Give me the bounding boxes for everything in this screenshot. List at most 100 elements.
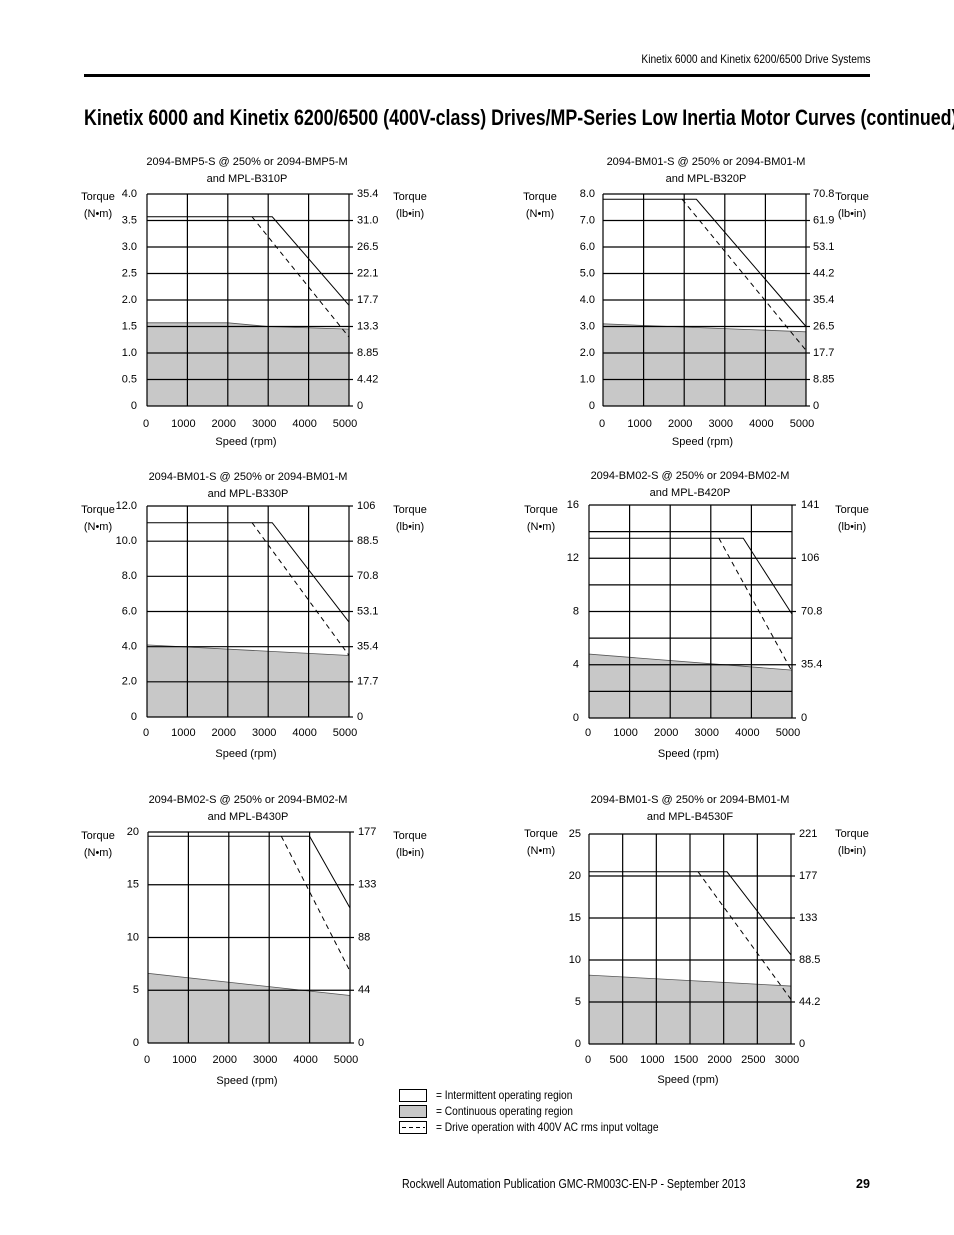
y-axis-label-right: (lb•in) [838, 521, 866, 533]
x-tick-label: 0 [144, 1054, 150, 1066]
x-tick-label: 5000 [776, 727, 800, 739]
chart-3: 2094-BM01-S @ 250% or 2094-BM01-M and MPL… [81, 471, 427, 760]
y-tick-label-right: 0 [357, 400, 363, 412]
x-tick-label: 4000 [735, 727, 759, 739]
x-tick-label: 2000 [212, 727, 236, 739]
chart-title: and MPL-B420P [650, 487, 731, 499]
y-axis-label-left: (N•m) [84, 521, 112, 533]
y-axis-label-left: Torque [81, 504, 115, 516]
400v-curve [280, 835, 351, 972]
y-tick-label-right: 44 [358, 984, 370, 996]
y-tick-label-left: 15 [127, 879, 139, 891]
y-axis-label-right: (lb•in) [396, 847, 424, 859]
y-axis-label-left: Torque [524, 504, 558, 516]
continuous-region [602, 323, 807, 407]
y-tick-label-left: 0 [131, 711, 137, 723]
x-tick-label: 0 [599, 418, 605, 430]
y-tick-label-right: 8.85 [357, 347, 378, 359]
x-tick-label: 2000 [707, 1054, 731, 1066]
y-tick-label-right: 106 [801, 552, 819, 564]
y-tick-label-right: 44.2 [799, 996, 820, 1008]
400v-curve [718, 538, 793, 672]
x-tick-label: 500 [609, 1054, 627, 1066]
y-tick-label-left: 3.5 [122, 214, 137, 226]
y-tick-label-left: 8.0 [580, 188, 595, 200]
y-axis-label-left: (N•m) [526, 208, 554, 220]
y-tick-label-left: 2.0 [580, 347, 595, 359]
y-tick-label-right: 221 [799, 828, 817, 840]
chart-2: 2094-BM01-S @ 250% or 2094-BM01-M and MPL… [523, 156, 869, 448]
intermittent-curve [589, 537, 793, 615]
y-tick-label-right: 106 [357, 500, 375, 512]
x-axis-label: Speed (rpm) [216, 1075, 277, 1087]
y-tick-label-left: 1.0 [580, 373, 595, 385]
y-tick-label-left: 4 [573, 659, 579, 671]
y-axis-label-left: (N•m) [84, 208, 112, 220]
y-tick-label-right: 53.1 [357, 605, 378, 617]
x-axis-label: Speed (rpm) [658, 748, 719, 760]
chart-title: and MPL-B320P [666, 173, 747, 185]
y-tick-label-left: 2.0 [122, 676, 137, 688]
intermittent-curve [603, 198, 807, 327]
y-axis-label-left: Torque [524, 828, 558, 840]
x-tick-label: 2000 [654, 727, 678, 739]
chart-title: and MPL-B430P [208, 811, 289, 823]
footer-publication: Rockwell Automation Publication GMC-RM00… [402, 1177, 746, 1191]
y-tick-label-right: 53.1 [813, 241, 834, 253]
y-tick-label-right: 70.8 [357, 570, 378, 582]
y-axis-label-right: (lb•in) [838, 845, 866, 857]
y-axis-label-left: (N•m) [84, 847, 112, 859]
y-tick-label-right: 88 [358, 931, 370, 943]
x-tick-label: 3000 [252, 418, 276, 430]
x-tick-label: 5000 [333, 418, 357, 430]
x-tick-label: 0 [143, 418, 149, 430]
y-tick-label-right: 26.5 [357, 241, 378, 253]
y-tick-label-right: 13.3 [357, 320, 378, 332]
y-tick-label-left: 5 [133, 984, 139, 996]
running-header: Kinetix 6000 and Kinetix 6200/6500 Drive… [640, 52, 870, 66]
y-tick-label-left: 12 [567, 552, 579, 564]
y-tick-label-left: 10 [569, 954, 581, 966]
y-tick-label-left: 0.5 [122, 373, 137, 385]
y-tick-label-right: 17.7 [813, 347, 834, 359]
y-tick-label-right: 44.2 [813, 267, 834, 279]
x-tick-label: 5000 [790, 418, 814, 430]
y-tick-label-right: 61.9 [813, 214, 834, 226]
intermittent-curve [147, 522, 350, 623]
y-tick-label-left: 6.0 [122, 605, 137, 617]
x-tick-label: 0 [585, 727, 591, 739]
y-tick-label-left: 1.5 [122, 320, 137, 332]
y-tick-label-right: 17.7 [357, 294, 378, 306]
x-tick-label: 1000 [172, 1054, 196, 1066]
y-axis-label-right: Torque [393, 830, 427, 842]
y-tick-label-right: 177 [358, 826, 376, 838]
y-tick-label-left: 10.0 [116, 535, 137, 547]
x-axis-label: Speed (rpm) [215, 436, 276, 448]
chart-5: 2094-BM02-S @ 250% or 2094-BM02-M and MPL… [81, 794, 427, 1087]
y-tick-label-left: 25 [569, 828, 581, 840]
chart-title: 2094-BM02-S @ 250% or 2094-BM02-M [591, 470, 790, 482]
x-tick-label: 1000 [640, 1054, 664, 1066]
chart-title: and MPL-B330P [208, 488, 289, 500]
y-tick-label-right: 88.5 [357, 535, 378, 547]
x-tick-label: 2500 [741, 1054, 765, 1066]
400v-curve [251, 522, 350, 656]
y-tick-label-left: 16 [567, 499, 579, 511]
y-tick-label-right: 0 [357, 711, 363, 723]
y-tick-label-left: 0 [575, 1038, 581, 1050]
x-tick-label: 1000 [627, 418, 651, 430]
y-tick-label-right: 35.4 [357, 188, 378, 200]
y-tick-label-right: 70.8 [801, 605, 822, 617]
chart-title: and MPL-B310P [207, 173, 288, 185]
chart-6: 2094-BM01-S @ 250% or 2094-BM01-M and MPL… [524, 794, 869, 1086]
x-tick-label: 1500 [674, 1054, 698, 1066]
legend-dashed-box [399, 1121, 427, 1134]
y-tick-label-left: 15 [569, 912, 581, 924]
intermittent-curve [589, 871, 792, 956]
header-rule [84, 74, 870, 77]
y-tick-label-right: 35.4 [801, 659, 822, 671]
y-tick-label-left: 0 [133, 1037, 139, 1049]
y-axis-label-left: Torque [523, 191, 557, 203]
y-tick-label-left: 7.0 [580, 214, 595, 226]
chart-title: 2094-BMP5-S @ 250% or 2094-BMP5-M [146, 156, 347, 168]
